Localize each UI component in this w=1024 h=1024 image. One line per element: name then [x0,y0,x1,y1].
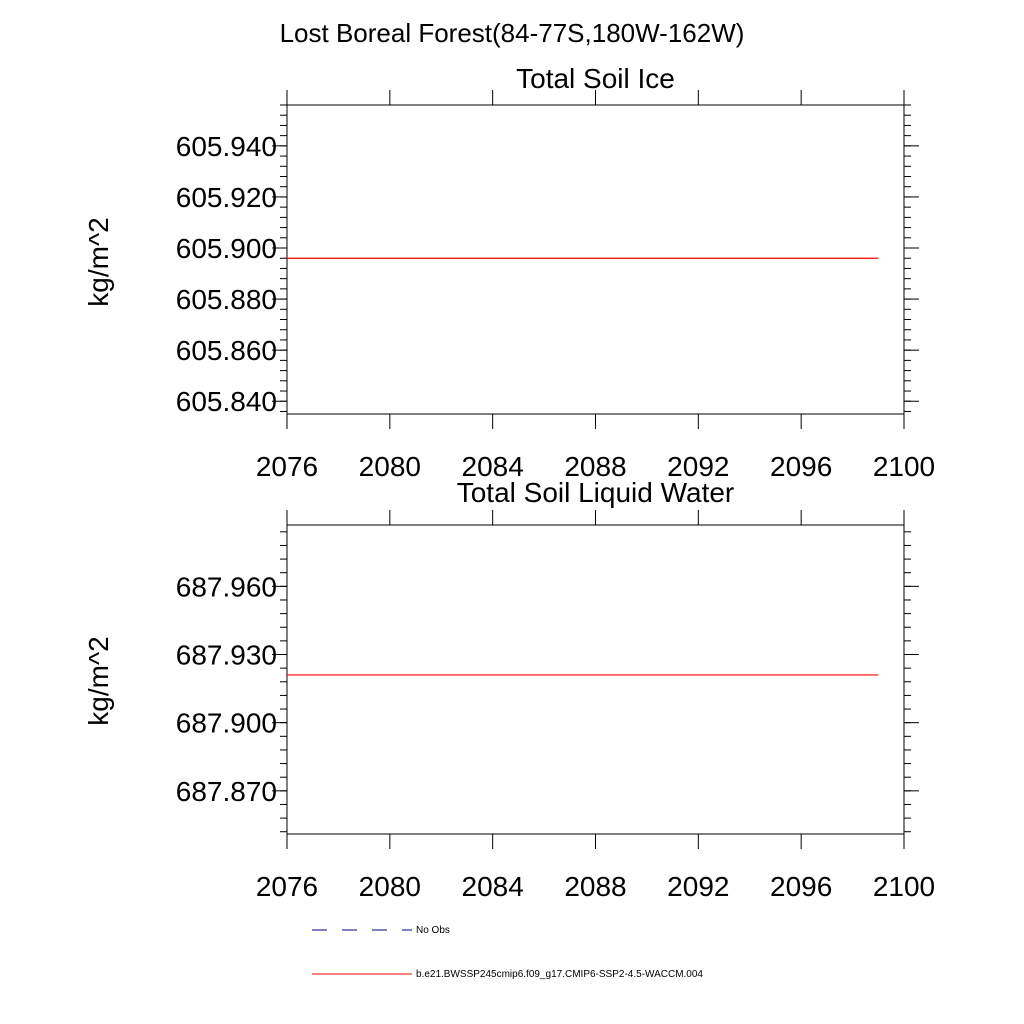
y-axis-label: kg/m^2 [83,217,114,306]
y-tick-label: 605.920 [176,182,277,213]
y-tick-label: 687.870 [176,776,277,807]
plot-frame [286,104,905,415]
x-tick-label: 2096 [770,871,832,902]
y-tick-label: 605.880 [176,284,277,315]
x-tick-label: 2096 [770,451,832,482]
y-axis-label: kg/m^2 [83,636,114,725]
legend-label-no-obs: No Obs [416,925,450,936]
x-tick-label: 2076 [256,871,318,902]
x-tick-label: 2092 [667,451,729,482]
x-tick-label: 2084 [462,451,524,482]
x-tick-label: 2080 [359,871,421,902]
y-tick-label: 687.930 [176,640,277,671]
x-tick-label: 2100 [873,871,935,902]
y-tick-label: 687.960 [176,571,277,602]
figure-title: Lost Boreal Forest(84-77S,180W-162W) [280,18,745,48]
x-tick-label: 2080 [359,451,421,482]
legend: No Obs b.e21.BWSSP245cmip6.f09_g17.CMIP6… [312,925,703,980]
panel-total-soil-liquid-water: Total Soil Liquid Water kg/m^2 2076 2080 208… [83,477,935,902]
x-tick-label: 2076 [256,451,318,482]
panel-total-soil-ice: Total Soil Ice kg/m^2 2076 2080 2084 2088 2092… [83,63,935,482]
y-tick-label: 605.900 [176,233,277,264]
y-tick-label: 687.900 [176,708,277,739]
legend-label-model: b.e21.BWSSP245cmip6.f09_g17.CMIP6-SSP2-4… [416,969,703,980]
y-tick-label: 605.840 [176,386,277,417]
chart-title: Total Soil Liquid Water [457,477,735,508]
y-tick-label: 605.860 [176,335,277,366]
x-tick-label: 2084 [462,871,524,902]
plot-frame [286,524,905,835]
x-tick-label: 2088 [564,451,626,482]
y-tick-label: 605.940 [176,131,277,162]
x-tick-label: 2088 [564,871,626,902]
x-tick-label: 2100 [873,451,935,482]
chart-title: Total Soil Ice [516,63,675,94]
x-tick-label: 2092 [667,871,729,902]
